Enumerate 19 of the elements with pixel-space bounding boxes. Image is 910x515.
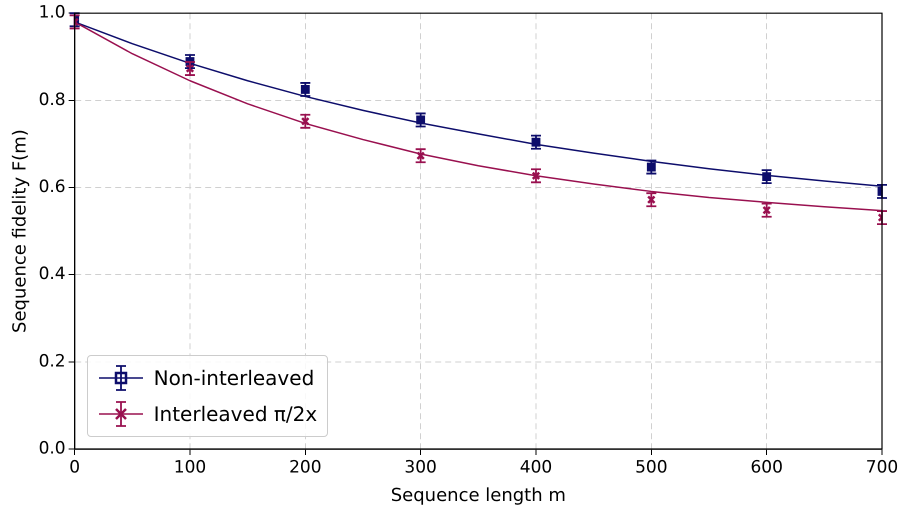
x-tick-label: 0 [69,458,80,478]
x-tick-label: 600 [750,458,783,478]
y-tick-label: 0.2 [38,351,66,372]
y-tick-label: 0.4 [38,264,66,284]
x-tick-label: 400 [520,458,552,478]
y-axis-title: Sequence fidelity F(m) [9,129,30,333]
x-tick-label: 200 [289,458,322,478]
legend-label: Non-interleaved [154,366,314,390]
x-tick-label: 700 [866,458,898,478]
x-axis-title: Sequence length m [390,484,566,506]
y-tick-label: 1.0 [38,2,66,23]
point [762,172,772,182]
legend-label: Interleaved π/2x [154,402,318,426]
y-tick-label: 0.0 [38,438,66,458]
y-tick-label: 0.8 [38,90,66,110]
x-tick-label: 300 [404,458,437,478]
y-tick-label: 0.6 [38,176,66,197]
x-tick-label: 500 [635,458,668,478]
x-tick-label: 100 [174,458,206,478]
